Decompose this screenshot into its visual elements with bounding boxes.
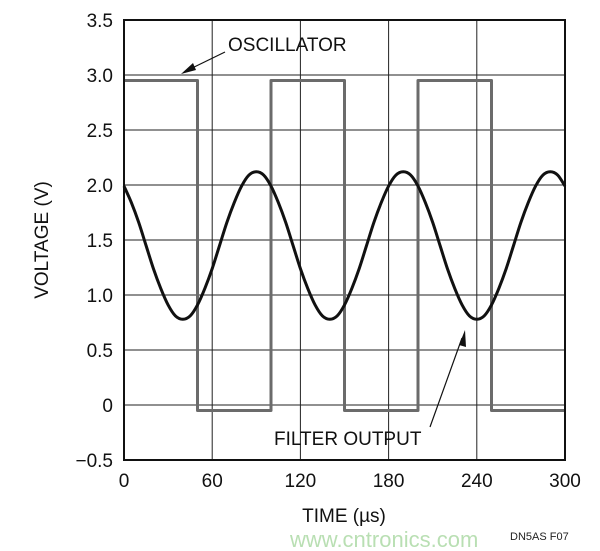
tick-labels: 0 60 120 180 240 300 −0.5 0 0.5 1.0 1.5 2.0 2.5 3.0 3.…: [75, 11, 580, 492]
y-axis-label: VOLTAGE (V): [32, 181, 53, 299]
y-tick-label: 0.5: [87, 341, 113, 362]
y-tick-label: 3.0: [87, 66, 113, 87]
y-tick-label: 2.0: [87, 176, 113, 197]
x-tick-label: 120: [285, 471, 317, 492]
figure-code: DN5AS F07: [510, 531, 569, 543]
plot-frame: [123, 19, 566, 461]
annotation-filter-output: FILTER OUTPUT: [274, 429, 422, 450]
annotation-filter-arrowhead: [459, 330, 466, 347]
y-tick-label: 0: [102, 396, 113, 417]
x-tick-label: 180: [373, 471, 405, 492]
series-layer: [122, 79, 567, 412]
filter-output-line: [122, 170, 567, 321]
watermark: www.cntronics.com: [289, 527, 478, 551]
y-tick-label: 1.0: [87, 286, 113, 307]
annotation-filter-arrow: [429, 337, 463, 428]
x-axis-label: TIME (µs): [302, 506, 386, 527]
oscillator-line: [124, 79, 565, 412]
y-tick-label: 2.5: [87, 121, 113, 142]
x-tick-label: 60: [202, 471, 223, 492]
x-tick-label: 240: [461, 471, 493, 492]
y-tick-label: −0.5: [75, 451, 113, 472]
y-tick-label: 3.5: [87, 11, 113, 32]
annotation-oscillator-arrowhead: [181, 63, 196, 74]
y-tick-label: 1.5: [87, 231, 113, 252]
annotation-oscillator: OSCILLATOR: [228, 35, 347, 56]
x-tick-label: 300: [549, 471, 581, 492]
x-tick-label: 0: [119, 471, 130, 492]
